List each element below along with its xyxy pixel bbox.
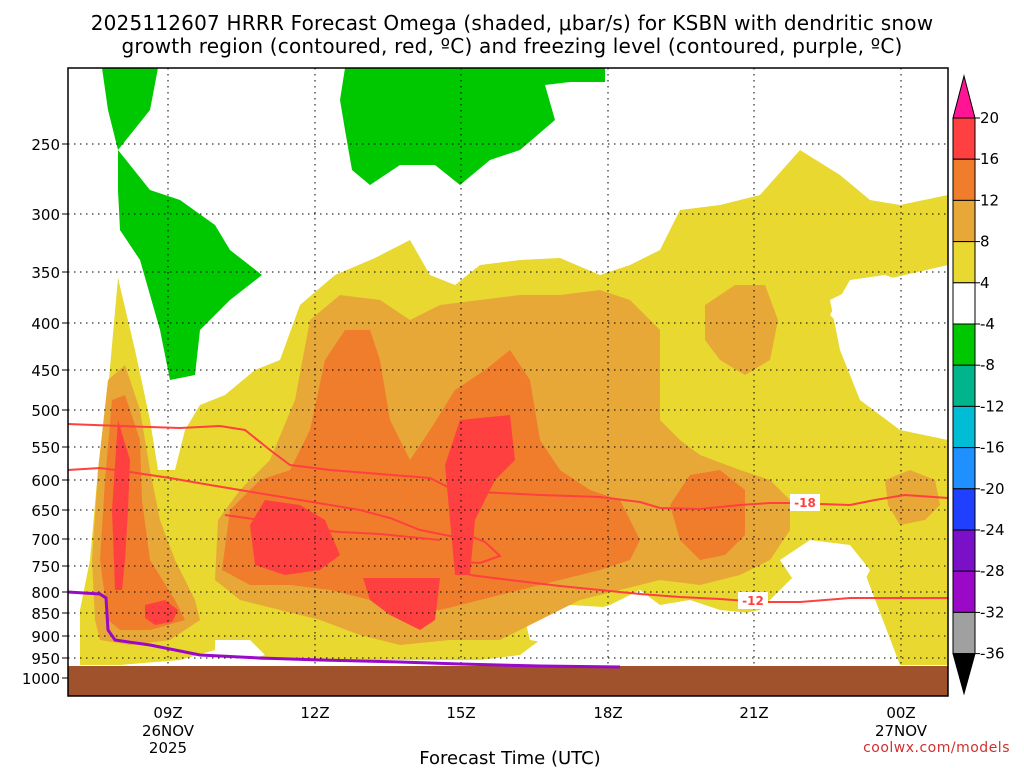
- x-tick-label: 21Z: [739, 704, 768, 722]
- colorbar-label: -32: [980, 603, 1005, 621]
- x-axis-title: Forecast Time (UTC): [419, 748, 600, 768]
- y-tick-label: 850: [31, 605, 60, 623]
- shade-neg4-neg8-b: [340, 68, 605, 185]
- credit-text: coolwx.com/models: [863, 740, 1010, 756]
- y-tick-label: 900: [31, 628, 60, 646]
- colorbar-label: -36: [980, 645, 1005, 663]
- colorbar-label: -28: [980, 562, 1005, 580]
- y-tick-label: 950: [31, 650, 60, 668]
- contour-neg12-loop: [224, 514, 441, 541]
- plot-area: -18 -12: [67, 67, 949, 697]
- y-axis-labels: 250 300 350 400 450 500 550 600 650 700 750 800 850 9…: [22, 136, 68, 688]
- colorbar-segment: [952, 447, 976, 490]
- contour-label-bg-neg18: [790, 494, 820, 511]
- colorbar: 20 16 12 8 4 -4 -8 -12 -16 -20 -24 -28 -32 -36: [952, 74, 1005, 696]
- y-tick-label: 350: [31, 264, 60, 282]
- colorbar-label: -16: [980, 439, 1005, 457]
- contour-labels: -18 -12: [738, 494, 820, 609]
- colorbar-segment: [952, 282, 976, 325]
- contour-label-neg18: -18: [794, 496, 816, 510]
- colorbar-segment: [952, 611, 976, 655]
- shade-16-20: [112, 415, 515, 630]
- y-tick-label: 750: [31, 558, 60, 576]
- shade-white-hole-3: [525, 605, 640, 645]
- contour-label-neg12: -12: [742, 594, 764, 608]
- y-tick-label: 450: [31, 362, 60, 380]
- x-tick-label: 00Z: [886, 704, 915, 722]
- colorbar-label: -20: [980, 480, 1005, 498]
- chart-title-line-1: 2025112607 HRRR Forecast Omega (shaded, …: [91, 11, 934, 35]
- chart-title-line-2: growth region (contoured, red, ºC) and f…: [121, 34, 902, 58]
- contour-label-bg-neg12: [738, 592, 768, 609]
- colorbar-label: 8: [980, 233, 990, 251]
- y-tick-label: 400: [31, 315, 60, 333]
- colorbar-segment: [952, 405, 976, 449]
- y-tick-label: 800: [31, 584, 60, 602]
- shade-neg4-neg8-a: [102, 68, 262, 380]
- shade-white-hole-4: [680, 610, 790, 648]
- colorbar-label: 12: [980, 191, 999, 209]
- colorbar-segment: [952, 570, 976, 613]
- colorbar-label: -12: [980, 397, 1005, 415]
- colorbar-segment: [952, 529, 976, 572]
- x-tick-label: 09Z: [153, 704, 182, 722]
- colorbar-segment: [952, 158, 976, 201]
- x-tick-label: 15Z: [446, 704, 475, 722]
- colorbar-label: 20: [980, 109, 999, 127]
- y-tick-label: 250: [31, 136, 60, 154]
- y-tick-label: 300: [31, 206, 60, 224]
- colorbar-segment: [952, 323, 976, 366]
- contour-neg12: [67, 466, 948, 603]
- colorbar-label: -8: [980, 356, 995, 374]
- colorbar-label: 4: [980, 274, 990, 292]
- y-tick-label: 700: [31, 531, 60, 549]
- y-tick-label: 600: [31, 472, 60, 490]
- x-tick-sublabel: 27NOV: [875, 722, 928, 740]
- ground-fill: [68, 666, 948, 696]
- colorbar-segment: [952, 117, 976, 160]
- x-tick-label: 12Z: [300, 704, 329, 722]
- x-tick-sublabel: 2025: [149, 739, 187, 757]
- x-tick-label: 18Z: [593, 704, 622, 722]
- x-tick-sublabel: 26NOV: [142, 722, 195, 740]
- plot-frame: [67, 67, 949, 697]
- colorbar-segment: [952, 199, 976, 243]
- colorbar-top-arrow: [952, 74, 976, 119]
- temperature-contours: [67, 423, 949, 669]
- colorbar-label: -4: [980, 315, 995, 333]
- colorbar-segment: [952, 241, 976, 284]
- colorbar-segment: [952, 364, 976, 407]
- y-tick-label: 650: [31, 502, 60, 520]
- shade-white-hole-2: [780, 540, 870, 595]
- y-tick-label: 1000: [22, 670, 60, 688]
- colorbar-label: 16: [980, 150, 999, 168]
- y-tick-label: 500: [31, 402, 60, 420]
- freezing-level-contour: [67, 590, 621, 669]
- y-tick-label: 550: [31, 439, 60, 457]
- colorbar-segment: [952, 488, 976, 531]
- colorbar-bottom-arrow: [952, 653, 976, 696]
- colorbar-label: -24: [980, 521, 1005, 539]
